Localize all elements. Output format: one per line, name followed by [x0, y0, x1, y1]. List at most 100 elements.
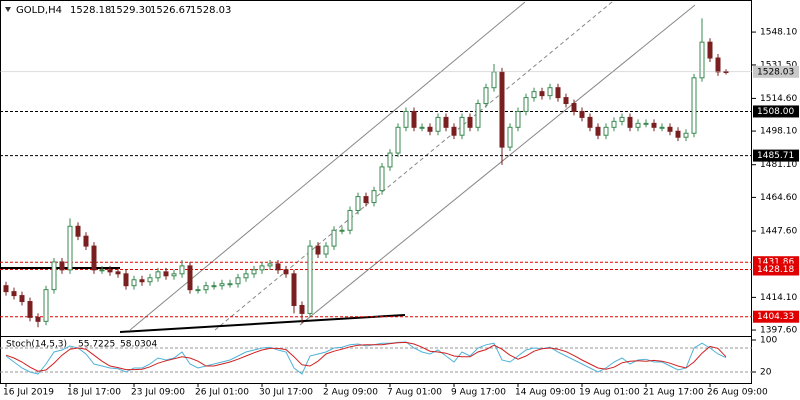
stoch-tick-label: 20	[760, 368, 772, 378]
drawings	[0, 1, 696, 333]
candle-body	[379, 166, 385, 192]
y-tick-label: 1531.50	[760, 60, 797, 70]
candle-body	[131, 279, 137, 287]
candle-body	[667, 126, 673, 132]
candle-body	[83, 235, 89, 247]
level-box	[753, 263, 799, 276]
candle-body	[355, 196, 361, 211]
level-box	[753, 105, 799, 118]
candle-body	[123, 273, 129, 287]
candle-body	[459, 116, 465, 136]
candle-body	[699, 41, 705, 79]
x-tick-label: 21 Aug 17:00	[643, 388, 704, 398]
candle-body	[315, 245, 321, 255]
candle-body	[243, 273, 249, 279]
candle-body	[651, 122, 657, 128]
candle-body	[507, 126, 513, 148]
y-tick-label: 1414.10	[760, 293, 797, 303]
candle-body	[307, 245, 313, 314]
candle-body	[523, 97, 529, 112]
candle-body	[515, 110, 521, 128]
candle-body	[91, 245, 97, 271]
x-tick-label: 30 Jul 17:00	[259, 388, 313, 398]
candle-body	[427, 126, 433, 132]
support-line	[119, 314, 406, 333]
candle-body	[483, 87, 489, 105]
header-value: 1528.03	[190, 5, 231, 16]
level-label: 1431.86	[757, 258, 794, 268]
candle-body	[35, 316, 41, 322]
channel-middle	[214, 1, 613, 331]
x-tick-label: 2 Aug 09:00	[323, 388, 378, 398]
price-label: 1528.03	[757, 67, 794, 77]
candle-body	[19, 295, 25, 303]
candle-body	[27, 301, 33, 318]
x-tick-label: 19 Aug 01:00	[579, 388, 640, 398]
candle-body	[539, 91, 545, 97]
stoch-tick-label: 100	[760, 336, 777, 346]
candle-body	[475, 103, 481, 128]
candle-body	[499, 71, 505, 148]
candle-body	[659, 126, 665, 129]
candle-body	[571, 103, 577, 112]
candle-body	[451, 126, 457, 136]
candle-body	[203, 285, 209, 291]
stoch-line	[5, 341, 727, 372]
candle-body	[619, 116, 625, 122]
candle-body	[163, 271, 169, 277]
candle-body	[75, 225, 81, 237]
y-tick-label: 1548.10	[760, 28, 797, 38]
channel-lower	[299, 4, 696, 326]
candle-body	[387, 152, 393, 168]
candle-body	[443, 116, 449, 128]
candle-body	[195, 289, 201, 292]
candle-body	[603, 126, 609, 136]
candle-body	[579, 110, 585, 118]
y-tick-label: 1514.60	[760, 94, 797, 104]
header-value: 1526.67	[150, 5, 191, 16]
level-label: 1508.00	[757, 107, 794, 117]
candle-body	[3, 285, 9, 293]
x-tick-label: 26 Jul 01:00	[195, 388, 249, 398]
candle-body	[683, 132, 689, 138]
candle-body	[171, 273, 177, 277]
header-value: 1528.18	[70, 5, 111, 16]
candle-body	[251, 269, 257, 275]
candle-body	[155, 271, 161, 279]
candle-body	[339, 229, 345, 232]
candle-body	[435, 116, 441, 132]
channel-upper	[129, 1, 526, 331]
candle-body	[467, 116, 473, 128]
level-label: 1404.33	[757, 312, 794, 322]
candle-body	[299, 304, 305, 314]
candle-body	[715, 57, 721, 73]
x-tick-label: 26 Aug 09:00	[707, 388, 768, 398]
y-tick-label: 1447.60	[760, 227, 797, 237]
candle-body	[259, 265, 265, 271]
candle-body	[347, 209, 353, 231]
candle-body	[371, 190, 377, 204]
candle-body	[411, 110, 417, 128]
level-label: 1485.71	[757, 151, 794, 161]
x-tick-label: 9 Aug 17:00	[451, 388, 506, 398]
candle-body	[323, 245, 329, 255]
candle-body	[99, 269, 105, 272]
y-tick-label: 1397.60	[760, 326, 797, 336]
stoch-value: 55.7225	[78, 340, 115, 350]
candle-body	[403, 110, 409, 128]
candle-body	[363, 196, 369, 204]
candle-body	[531, 91, 537, 99]
x-tick-label: 14 Aug 09:00	[515, 388, 576, 398]
candle-body	[107, 269, 113, 273]
candle-body	[227, 283, 233, 286]
candle-body	[115, 271, 121, 275]
candle-body	[179, 265, 185, 275]
candle-body	[643, 122, 649, 125]
collapse-icon	[5, 7, 11, 12]
candle-body	[627, 116, 633, 128]
y-tick-label: 1464.60	[760, 193, 797, 203]
candle-body	[147, 277, 153, 283]
candle-body	[59, 261, 65, 271]
plot-frame	[0, 0, 752, 384]
